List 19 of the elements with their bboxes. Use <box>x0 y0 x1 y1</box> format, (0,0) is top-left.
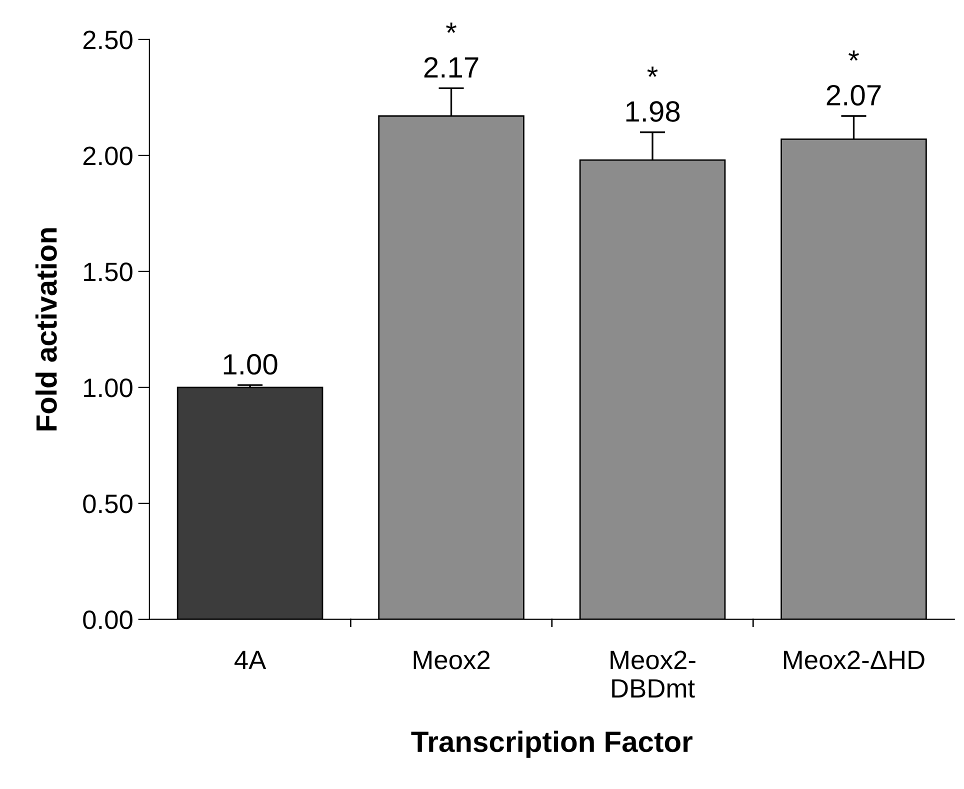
annotation: * <box>848 50 859 61</box>
y-tick-label: 1.00 <box>84 378 132 398</box>
y-tick-label: 2.00 <box>83 146 132 166</box>
x-tick-label: 4A <box>234 650 266 670</box>
annotation: * <box>647 66 658 77</box>
x-tick-label: Meox2-ΔHD <box>784 650 924 670</box>
data-label: 1.00 <box>224 354 278 375</box>
y-tick-label: 0.00 <box>83 610 132 630</box>
y-tick-label: 1.50 <box>84 262 132 282</box>
x-tick-label: Meox2- DBDmt <box>610 650 696 698</box>
data-label: 2.07 <box>826 84 881 106</box>
y-tick-label: 2.50 <box>83 30 132 50</box>
data-label: 2.17 <box>424 57 478 78</box>
text: * <box>446 22 456 33</box>
x-tick-label: Meox2 <box>414 650 490 670</box>
y-axis-title: Fold activation <box>35 228 57 430</box>
y-tick-label: 0.50 <box>83 494 132 514</box>
data-label: 1.98 <box>626 101 680 122</box>
x-axis-title: Transcription Factor <box>411 730 692 758</box>
